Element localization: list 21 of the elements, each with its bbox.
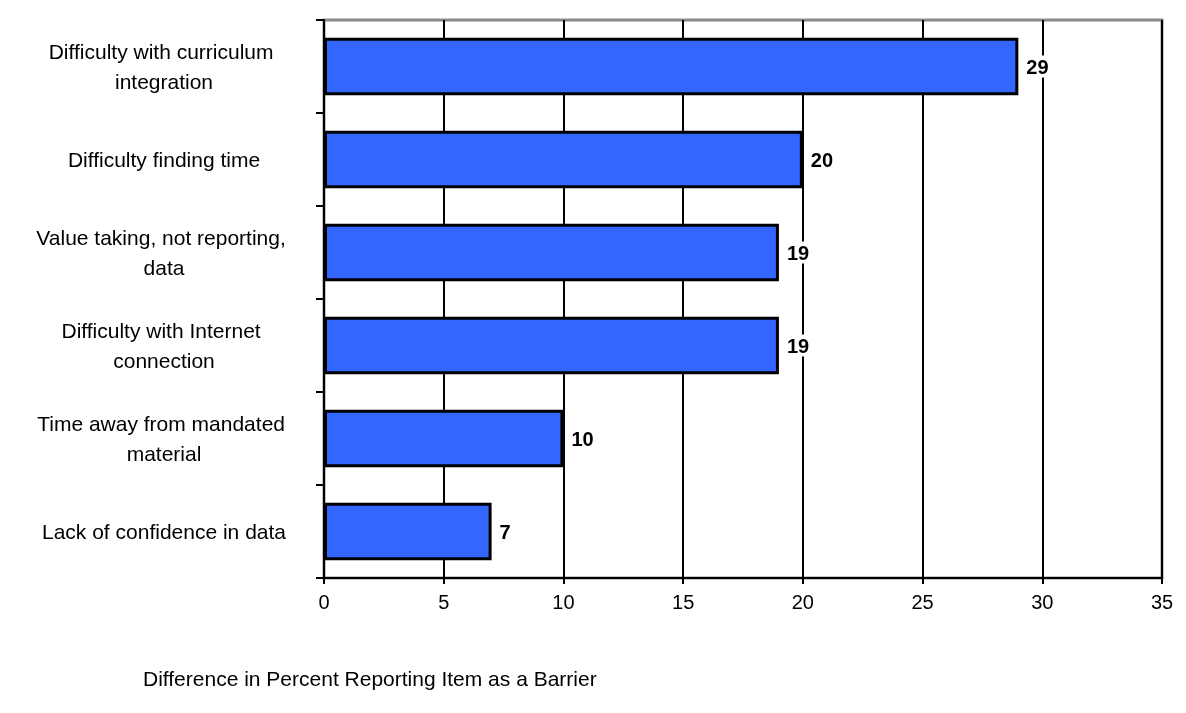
y-tick-label: Value taking, not reporting, data — [36, 226, 292, 279]
y-tick-label: Difficulty finding time — [67, 148, 261, 171]
x-tick-label: 15 — [672, 591, 695, 613]
x-tick-label: 25 — [911, 591, 934, 613]
data-label: 19 — [786, 241, 810, 264]
data-label: 20 — [810, 148, 834, 171]
x-tick-label: 10 — [552, 591, 575, 613]
x-axis-title: Difference in Percent Reporting Item as a Barrier — [143, 667, 597, 690]
x-tick-label: 20 — [791, 591, 814, 613]
y-tick-label: Difficulty with curriculum integration — [48, 40, 280, 93]
x-tick-label: 30 — [1031, 591, 1054, 613]
x-tick-label: 35 — [1150, 591, 1174, 613]
y-tick-label: Difficulty with Internet connection — [61, 319, 267, 372]
x-tick-label: 5 — [438, 591, 450, 613]
y-tick-label: Lack of confidence in data — [41, 520, 287, 543]
data-label: 19 — [786, 334, 810, 357]
data-label: 10 — [571, 427, 594, 450]
y-tick-label: Time away from mandated material — [37, 412, 291, 465]
data-label: 7 — [499, 520, 511, 543]
data-label: 29 — [1026, 55, 1049, 78]
x-tick-label: 0 — [318, 591, 330, 613]
